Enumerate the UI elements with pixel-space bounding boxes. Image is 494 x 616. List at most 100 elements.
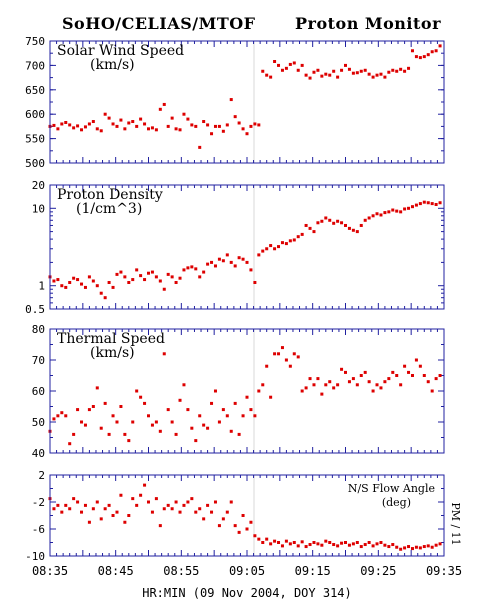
data-point: [60, 122, 64, 126]
data-point: [344, 541, 347, 544]
data-point: [320, 392, 324, 396]
data-point: [60, 510, 64, 514]
data-point: [115, 124, 119, 128]
data-point: [127, 439, 131, 443]
data-point: [210, 510, 214, 514]
data-point: [72, 126, 76, 130]
data-point: [162, 507, 166, 511]
data-point: [359, 69, 363, 73]
data-point: [407, 370, 411, 374]
data-point: [336, 219, 340, 223]
data-point: [249, 268, 253, 272]
data-point: [379, 541, 383, 544]
panel-title: Solar Wind Speed: [57, 43, 184, 59]
data-point: [340, 68, 344, 72]
data-point: [190, 265, 194, 269]
data-point: [56, 503, 60, 507]
panel-title: Thermal Speed: [57, 331, 165, 347]
data-point: [304, 223, 308, 227]
data-point: [284, 539, 288, 543]
data-point: [52, 279, 56, 283]
data-point: [399, 547, 403, 551]
data-point: [418, 56, 422, 60]
data-point: [131, 420, 135, 424]
data-point: [150, 510, 154, 514]
data-point: [355, 230, 359, 234]
data-point: [186, 266, 190, 270]
y-tick-label: 0.5: [25, 303, 45, 316]
data-point: [265, 73, 269, 77]
data-point: [162, 287, 166, 291]
data-point: [162, 352, 166, 356]
data-point: [438, 44, 442, 48]
data-point: [237, 256, 241, 260]
data-point: [119, 405, 123, 408]
data-point: [213, 500, 217, 504]
data-point: [241, 414, 245, 418]
data-point: [174, 127, 178, 131]
data-point: [316, 542, 320, 546]
data-point: [91, 507, 95, 511]
data-point: [135, 268, 139, 272]
data-point: [127, 121, 131, 125]
data-point: [83, 285, 87, 289]
data-point: [273, 539, 277, 543]
data-point: [312, 541, 316, 544]
data-point: [68, 280, 72, 284]
data-point: [422, 545, 426, 549]
data-point: [158, 279, 162, 283]
data-point: [99, 426, 103, 430]
data-point: [56, 278, 60, 282]
y-tick-label: 600: [25, 108, 45, 121]
data-point: [210, 401, 214, 405]
panel-title: N/S Flow Angle: [348, 482, 435, 495]
data-point: [52, 417, 56, 421]
data-point: [95, 127, 99, 131]
data-point: [407, 66, 411, 70]
data-point: [340, 367, 344, 371]
data-point: [249, 124, 253, 128]
data-point: [229, 260, 233, 264]
data-point: [52, 507, 56, 511]
data-point: [344, 223, 347, 227]
data-point: [395, 545, 399, 549]
panel-unit: (km/s): [90, 345, 135, 361]
data-point: [80, 128, 84, 132]
data-point: [300, 232, 304, 236]
data-point: [355, 383, 359, 387]
data-point: [107, 432, 111, 436]
y-tick-label: 650: [25, 84, 45, 97]
data-point: [178, 276, 182, 280]
data-point: [194, 124, 198, 128]
data-point: [68, 123, 72, 127]
data-point: [351, 71, 355, 75]
data-point: [261, 383, 265, 387]
y-tick-label: 700: [25, 59, 45, 72]
data-point: [213, 264, 217, 268]
data-point: [225, 510, 229, 514]
panel-title: Proton Density: [57, 187, 163, 203]
data-point: [399, 67, 403, 71]
data-point: [304, 545, 308, 549]
data-point: [174, 432, 178, 436]
data-point: [410, 547, 414, 551]
data-point: [332, 543, 336, 547]
header-right-title: Proton Monitor: [295, 14, 441, 33]
data-point: [273, 352, 277, 356]
y-tick-label: 2: [38, 469, 45, 482]
data-point: [107, 503, 111, 507]
data-point: [91, 279, 95, 283]
data-point: [233, 524, 237, 528]
data-point: [383, 211, 387, 215]
data-point: [257, 389, 261, 393]
data-point: [147, 414, 150, 418]
data-point: [399, 383, 403, 387]
data-point: [288, 239, 292, 243]
data-point: [72, 432, 76, 436]
data-point: [123, 432, 127, 436]
data-point: [206, 123, 210, 127]
data-point: [367, 216, 371, 220]
data-point: [347, 67, 351, 71]
data-point: [237, 432, 241, 436]
data-point: [316, 68, 320, 72]
